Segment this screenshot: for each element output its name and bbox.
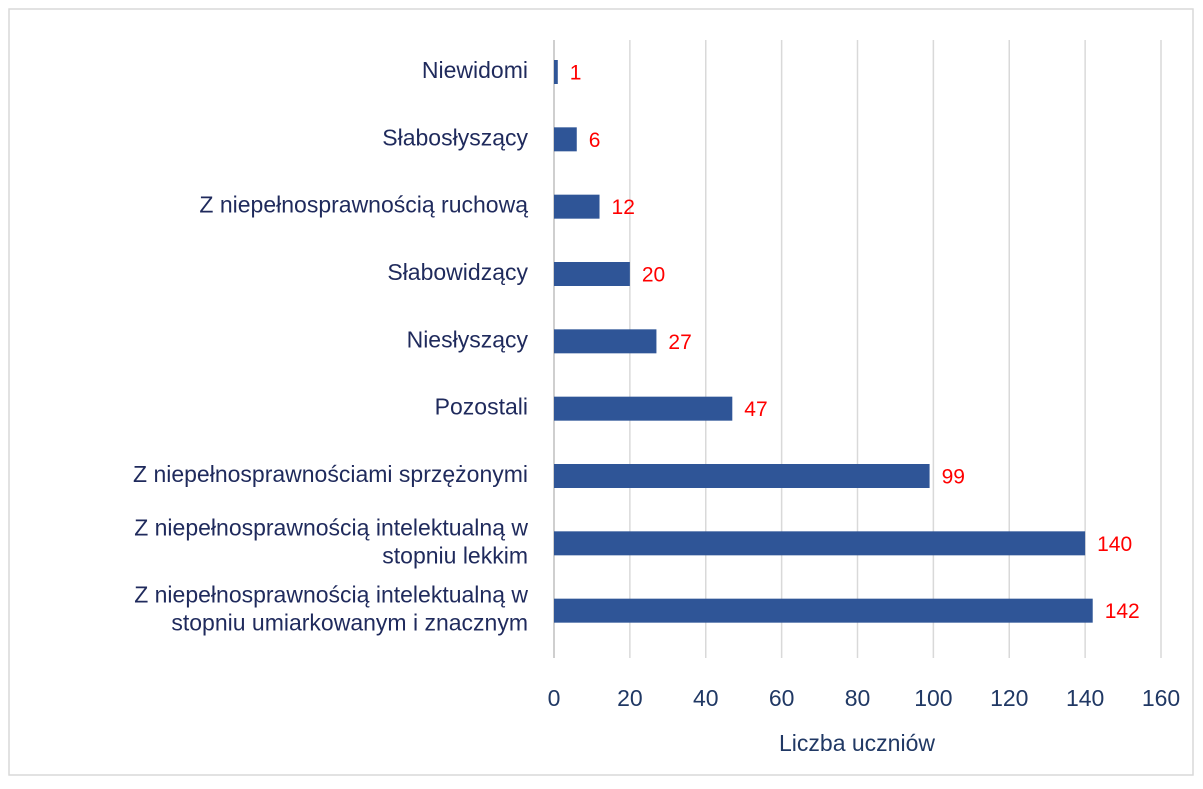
y-tick-label: Niewidomi (422, 57, 528, 83)
bar (554, 262, 630, 286)
x-axis-title: Liczba uczniów (779, 730, 935, 756)
y-tick-label: Z niepełnosprawnościami sprzężonymi (133, 461, 528, 487)
bar (554, 464, 930, 488)
x-tick-label: 160 (1142, 685, 1180, 711)
bar (554, 531, 1086, 556)
value-label: 47 (744, 398, 767, 421)
y-tick-label: Z niepełnosprawnością intelektualną w sto… (134, 582, 528, 636)
value-label: 1 (570, 62, 582, 85)
value-label: 140 (1097, 533, 1132, 556)
x-tick-label: 120 (990, 685, 1028, 711)
bar (554, 127, 577, 152)
y-tick-label: Słabowidzący (387, 259, 528, 285)
value-label: 12 (612, 196, 635, 219)
y-tick-label: Pozostali (435, 394, 528, 420)
value-label: 99 (942, 466, 965, 489)
x-tick-label: 20 (617, 685, 643, 711)
value-label: 6 (589, 129, 601, 152)
x-tick-label: 0 (548, 685, 561, 711)
y-tick-label: Z niepełnosprawnością intelektualną w sto… (134, 514, 528, 568)
bar (554, 60, 558, 84)
x-tick-label: 80 (845, 685, 871, 711)
bar (554, 598, 1093, 623)
value-label: 27 (668, 331, 691, 354)
value-label: 142 (1105, 600, 1140, 623)
value-label: 20 (642, 264, 665, 287)
x-tick-label: 100 (914, 685, 952, 711)
x-tick-label: 60 (769, 685, 795, 711)
y-tick-label: Słabosłyszący (382, 124, 528, 150)
x-tick-label: 140 (1066, 685, 1104, 711)
chart-frame (8, 8, 1194, 776)
bar (554, 194, 600, 219)
x-tick-label: 40 (693, 685, 719, 711)
y-tick-label: Z niepełnosprawnością ruchową (199, 192, 528, 218)
y-tick-label: Niesłyszący (407, 326, 529, 352)
bar (554, 329, 657, 354)
bar (554, 396, 733, 421)
